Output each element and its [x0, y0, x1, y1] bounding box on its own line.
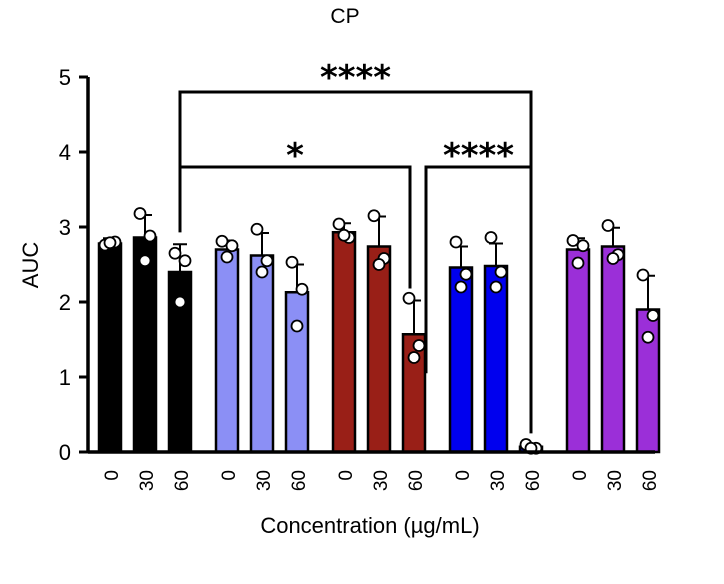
y-tick-label: 4 — [59, 140, 71, 165]
axes-layer: 0 30 60 0 30 60 0 30 60 0 30 60 0 30 60 0 1 2 3 4 5 — [59, 65, 661, 491]
data-point — [454, 280, 468, 294]
data-point — [260, 254, 274, 268]
data-point — [412, 339, 426, 352]
x-tick-label: 30 — [137, 470, 158, 491]
data-point — [372, 258, 386, 271]
chart-title: CP — [330, 5, 359, 28]
data-point — [173, 295, 187, 309]
data-point — [178, 254, 192, 268]
data-point — [606, 252, 620, 265]
data-point — [494, 265, 508, 279]
data-point — [636, 268, 650, 282]
x-axis-label: Concentration (µg/mL) — [260, 513, 479, 538]
x-tick-label: 60 — [289, 470, 310, 491]
x-tick-label: 0 — [453, 470, 474, 481]
significance-label: * — [286, 136, 304, 176]
x-tick-label: 0 — [102, 470, 123, 481]
bar — [214, 248, 240, 454]
x-tick-label: 0 — [219, 470, 240, 481]
data-point — [250, 222, 264, 236]
data-point — [402, 291, 416, 305]
data-point — [646, 309, 660, 322]
data-point — [367, 209, 381, 223]
data-point — [133, 207, 147, 220]
data-point — [459, 267, 473, 281]
bar — [448, 266, 474, 454]
x-tick-label: 30 — [488, 470, 509, 491]
significance-label: **** — [320, 58, 391, 98]
y-axis-label: AUC — [18, 242, 43, 289]
data-point — [285, 255, 299, 269]
x-tick-label: 0 — [336, 470, 357, 481]
bar — [132, 236, 158, 454]
data-point — [220, 250, 234, 264]
data-point — [484, 231, 498, 244]
data-point — [407, 351, 421, 364]
bar — [483, 264, 509, 454]
data-point — [332, 217, 346, 231]
data-point — [449, 235, 463, 249]
bar — [284, 291, 310, 454]
x-tick-label: 30 — [254, 470, 275, 491]
bar — [600, 245, 626, 454]
data-point — [225, 239, 239, 253]
significance-bracket — [178, 165, 412, 289]
x-tick-label: 60 — [406, 470, 427, 491]
x-tick-label: 0 — [570, 470, 591, 481]
data-point — [103, 236, 117, 250]
data-point — [290, 319, 304, 333]
y-tick-label: 1 — [59, 365, 71, 390]
data-point — [168, 246, 182, 260]
x-tick-label: 60 — [172, 470, 193, 491]
data-point — [641, 330, 655, 344]
data-point — [601, 219, 615, 232]
data-point — [576, 239, 590, 253]
y-tick-label: 2 — [59, 290, 71, 315]
significance-bracket — [424, 165, 533, 434]
x-tick-label: 30 — [605, 470, 626, 491]
significance-layer: ***** **** — [178, 58, 533, 434]
y-tick-label: 3 — [59, 215, 71, 240]
bar — [249, 254, 275, 454]
bar — [366, 245, 392, 454]
data-point — [571, 256, 585, 270]
data-point — [295, 282, 309, 296]
x-tick-label: 60 — [523, 470, 544, 491]
x-tick-label: 60 — [640, 470, 661, 491]
data-point — [138, 254, 152, 268]
significance-label: **** — [443, 136, 514, 176]
data-point — [566, 234, 580, 247]
bars-layer — [97, 207, 661, 455]
bar — [565, 248, 591, 454]
y-tick-label: 0 — [59, 440, 71, 465]
data-point — [489, 280, 503, 294]
data-point — [337, 228, 351, 242]
data-point — [255, 265, 269, 279]
x-tick-label: 30 — [371, 470, 392, 491]
data-point — [143, 229, 157, 243]
y-tick-label: 5 — [59, 65, 71, 90]
bar — [331, 231, 357, 454]
bar — [97, 242, 123, 454]
